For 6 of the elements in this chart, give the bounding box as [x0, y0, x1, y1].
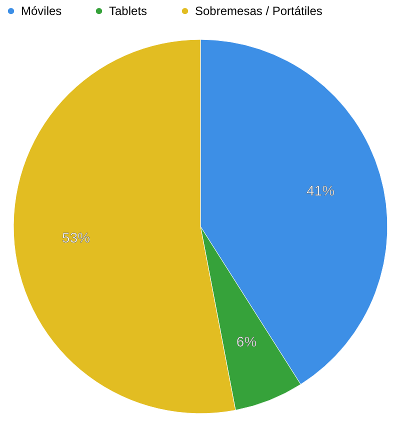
data-label: 41%	[306, 182, 335, 199]
data-label: 6%	[236, 334, 257, 350]
legend-label: Sobremesas / Portátiles	[195, 4, 322, 18]
legend-label: Tablets	[109, 4, 148, 18]
legend-label: Móviles	[21, 4, 62, 18]
data-label: 53%	[62, 229, 90, 246]
